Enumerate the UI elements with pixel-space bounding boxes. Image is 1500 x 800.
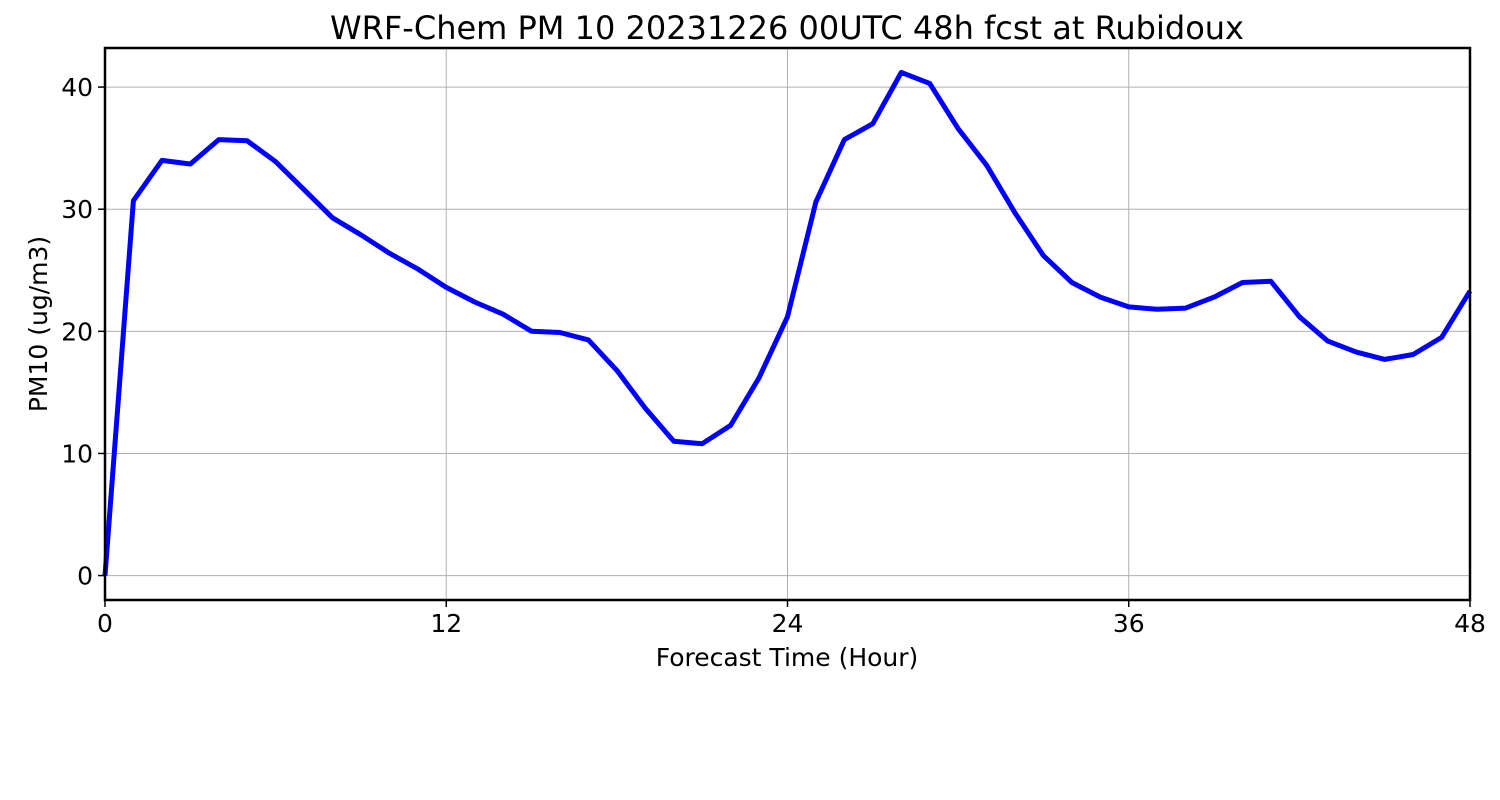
x-tick-label: 24 [772,609,804,638]
axis-ticks: 0 12 24 36 48 0 10 20 30 40 [61,73,1486,638]
x-axis-label: Forecast Time (Hour) [656,643,919,672]
y-axis-label: PM10 (ug/m3) [24,236,53,412]
x-tick-label: 48 [1454,609,1486,638]
series-line [102,69,1473,576]
y-tick-label: 0 [77,562,93,591]
y-tick-label: 20 [61,317,93,346]
chart-title: WRF-Chem PM 10 20231226 00UTC 48h fcst a… [330,9,1244,47]
y-tick-label: 40 [61,73,93,102]
x-tick-label: 36 [1113,609,1145,638]
grid-lines [104,48,1471,600]
x-tick-label: 0 [97,609,113,638]
series-layer [102,69,1473,576]
y-tick-label: 30 [61,195,93,224]
x-tick-label: 12 [430,609,462,638]
y-tick-label: 10 [61,439,93,468]
